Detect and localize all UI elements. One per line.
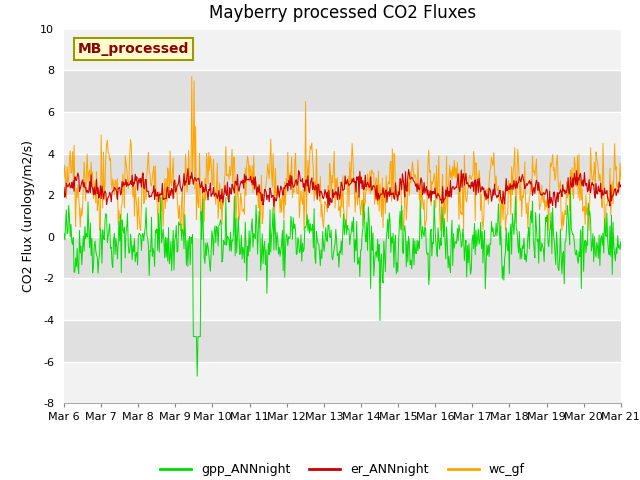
Bar: [64, 71, 621, 112]
Legend: gpp_ANNnight, er_ANNnight, wc_gf: gpp_ANNnight, er_ANNnight, wc_gf: [155, 458, 530, 480]
Title: Mayberry processed CO2 Fluxes: Mayberry processed CO2 Fluxes: [209, 4, 476, 22]
Text: MB_processed: MB_processed: [78, 42, 189, 56]
Bar: [64, 361, 621, 403]
Y-axis label: CO2 Flux (urology/m2/s): CO2 Flux (urology/m2/s): [22, 140, 35, 292]
Bar: [64, 320, 621, 361]
Bar: [64, 237, 621, 278]
Bar: [64, 29, 621, 71]
Bar: [64, 154, 621, 195]
Bar: [64, 195, 621, 237]
Bar: [64, 112, 621, 154]
Bar: [64, 278, 621, 320]
